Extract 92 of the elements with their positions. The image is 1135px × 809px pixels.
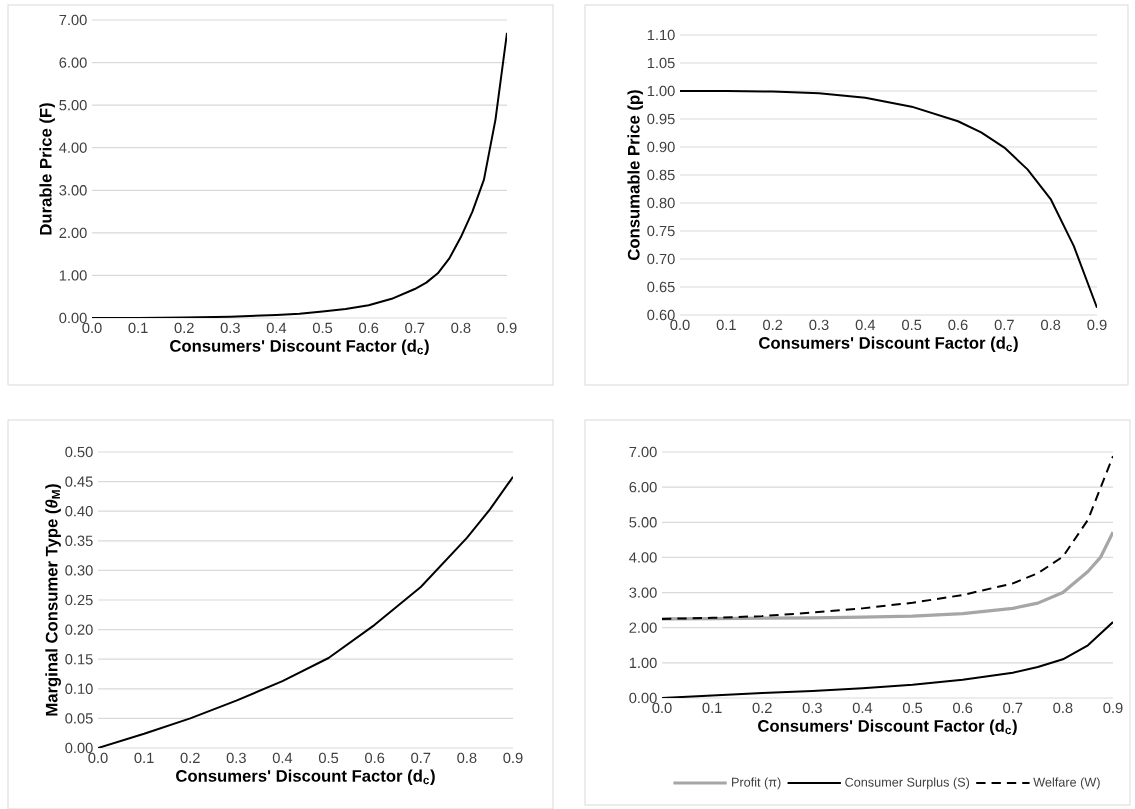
y-tick-label: 2.00 bbox=[629, 622, 657, 633]
y-tick-label: 0.30 bbox=[65, 565, 93, 576]
x-tick-label: 0.3 bbox=[226, 752, 246, 764]
x-tick-label: 0.9 bbox=[1103, 702, 1123, 714]
line-series bbox=[98, 475, 513, 748]
x-tick-label: 0.4 bbox=[272, 752, 293, 764]
x-tick-label: 0.6 bbox=[365, 752, 385, 764]
x-tick-label: 0.9 bbox=[497, 322, 517, 334]
y-tick-label: 0.85 bbox=[647, 169, 675, 181]
y-tick-label: 0.25 bbox=[65, 594, 93, 606]
x-tick-label: 0.5 bbox=[902, 319, 922, 331]
x-tick-label: 0.6 bbox=[953, 702, 973, 714]
x-tick-label: 0.6 bbox=[359, 322, 379, 334]
legend-label: Profit (π) bbox=[732, 777, 781, 790]
y-tick-label: 4.00 bbox=[59, 142, 87, 153]
x-tick-label: 0.3 bbox=[802, 702, 822, 714]
y-tick-label: 1.10 bbox=[647, 29, 675, 41]
legend-label: Consumer Surplus (S) bbox=[845, 777, 970, 790]
y-tick-label: 6.00 bbox=[629, 481, 657, 493]
x-tick-label: 0.7 bbox=[1003, 702, 1023, 714]
y-tick-label: 5.00 bbox=[59, 99, 87, 111]
y-tick-label: 0.45 bbox=[65, 476, 93, 487]
y-tick-label: 6.00 bbox=[59, 57, 87, 68]
y-tick-label: 0.65 bbox=[647, 281, 675, 293]
x-tick-label: 0.2 bbox=[752, 702, 772, 714]
x-tick-label: 0.1 bbox=[128, 322, 148, 334]
y-tick-label: 5.00 bbox=[629, 517, 657, 528]
x-axis-title: Consumers' Discount Factor (d$_{c}$) bbox=[170, 339, 429, 356]
legend-label: Welfare (W) bbox=[1033, 777, 1100, 790]
x-tick-label: 0.0 bbox=[82, 322, 102, 334]
y-tick-label: 1.05 bbox=[647, 57, 675, 69]
x-axis-title: Consumers' Discount Factor (d$_{c}$) bbox=[758, 719, 1017, 736]
y-tick-label: 0.50 bbox=[65, 446, 93, 458]
y-tick-label: 0.90 bbox=[647, 141, 675, 153]
x-tick-label: 0.6 bbox=[948, 319, 968, 331]
y-tick-label: 0.10 bbox=[65, 683, 93, 694]
x-tick-label: 0.8 bbox=[1041, 319, 1061, 331]
x-tick-label: 0.7 bbox=[405, 322, 425, 334]
y-tick-label: 0.80 bbox=[647, 197, 675, 209]
x-tick-label: 0.0 bbox=[88, 752, 108, 764]
x-tick-label: 0.1 bbox=[702, 702, 722, 714]
x-tick-label: 0.8 bbox=[451, 322, 471, 334]
y-tick-label: 0.60 bbox=[647, 309, 675, 321]
y-tick-label: 3.00 bbox=[629, 587, 657, 598]
x-axis-title: Consumers' Discount Factor (d$_{c}$) bbox=[176, 769, 435, 786]
y-tick-label: 0.00 bbox=[59, 312, 87, 324]
x-tick-label: 0.7 bbox=[411, 752, 431, 764]
y-axis-title: Durable Price (F) bbox=[39, 103, 55, 235]
x-axis-title: Consumers' Discount Factor (d$_{c}$) bbox=[759, 336, 1018, 353]
y-tick-label: 0.00 bbox=[629, 692, 657, 704]
x-tick-label: 0.3 bbox=[809, 319, 829, 331]
x-tick-label: 0.4 bbox=[852, 702, 873, 714]
y-tick-label: 0.35 bbox=[65, 535, 93, 546]
y-tick-label: 1.00 bbox=[647, 85, 675, 97]
x-tick-label: 0.2 bbox=[174, 322, 194, 334]
y-tick-label: 0.95 bbox=[647, 113, 675, 125]
y-tick-label: 7.00 bbox=[59, 14, 87, 26]
x-tick-label: 0.2 bbox=[763, 319, 783, 331]
y-tick-label: 0.00 bbox=[65, 742, 93, 754]
x-tick-label: 0.5 bbox=[318, 752, 339, 764]
x-tick-label: 0.5 bbox=[902, 702, 923, 714]
y-tick-label: 1.00 bbox=[59, 270, 87, 281]
y-tick-label: 2.00 bbox=[59, 227, 87, 239]
x-tick-label: 0.9 bbox=[503, 752, 523, 764]
x-tick-label: 0.3 bbox=[220, 322, 240, 334]
line-series bbox=[662, 621, 1113, 698]
y-axis-title: Consumable Price (p) bbox=[627, 90, 643, 260]
y-tick-label: 3.00 bbox=[59, 185, 87, 196]
y-tick-label: 4.00 bbox=[629, 552, 657, 563]
y-tick-label: 7.00 bbox=[629, 446, 657, 458]
line-series bbox=[662, 455, 1113, 620]
x-tick-label: 0.7 bbox=[994, 319, 1014, 331]
x-tick-label: 0.0 bbox=[670, 319, 690, 331]
y-tick-label: 0.70 bbox=[647, 253, 675, 265]
x-tick-label: 0.9 bbox=[1087, 319, 1107, 331]
x-tick-label: 0.8 bbox=[1053, 702, 1073, 714]
y-tick-label: 0.15 bbox=[65, 654, 93, 665]
x-tick-label: 0.5 bbox=[312, 322, 333, 334]
line-series bbox=[680, 89, 1097, 309]
y-axis-title: Marginal Consumer Type (θ$_{M}$) bbox=[45, 484, 61, 716]
x-tick-label: 0.0 bbox=[652, 702, 672, 714]
x-tick-label: 0.8 bbox=[457, 752, 477, 764]
y-tick-label: 0.75 bbox=[647, 225, 675, 237]
y-tick-label: 1.00 bbox=[629, 657, 657, 669]
x-tick-label: 0.4 bbox=[855, 319, 876, 331]
y-tick-label: 0.05 bbox=[65, 713, 93, 724]
x-tick-label: 0.1 bbox=[716, 319, 736, 331]
x-tick-label: 0.1 bbox=[134, 752, 154, 764]
y-tick-label: 0.20 bbox=[65, 624, 93, 635]
y-tick-label: 0.40 bbox=[65, 506, 93, 517]
x-tick-label: 0.4 bbox=[266, 322, 287, 334]
x-tick-label: 0.2 bbox=[180, 752, 200, 764]
